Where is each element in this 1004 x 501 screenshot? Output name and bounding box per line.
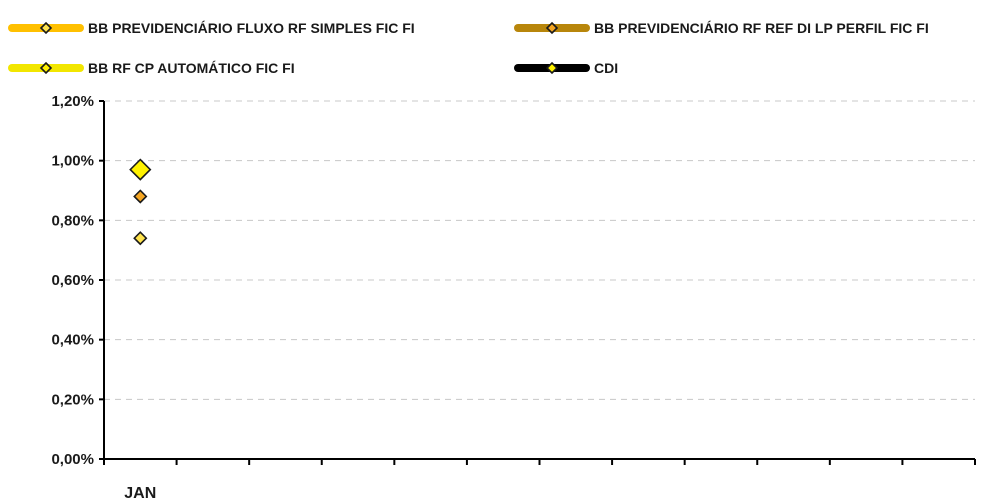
legend-swatch-marker: [39, 21, 53, 35]
y-tick-label: 0,40%: [51, 332, 94, 349]
y-tick-label: 1,00%: [51, 153, 94, 170]
series-layer: [129, 158, 152, 246]
data-point-marker: [133, 189, 148, 204]
legend-label: BB RF CP AUTOMÁTICO FIC FI: [88, 60, 295, 76]
legend-item: BB PREVIDENCIÁRIO FLUXO RF SIMPLES FIC F…: [8, 20, 415, 36]
legend-label: BB PREVIDENCIÁRIO RF REF DI LP PERFIL FI…: [594, 20, 929, 36]
legend-label: CDI: [594, 60, 618, 76]
y-tick-label: 0,60%: [51, 272, 94, 289]
gridlines: [104, 100, 975, 400]
x-tick-label: JAN: [124, 485, 156, 501]
legend-swatch-marker: [39, 61, 53, 75]
data-point-marker: [133, 231, 148, 246]
legend-item: BB PREVIDENCIÁRIO RF REF DI LP PERFIL FI…: [514, 20, 929, 36]
legend-label: BB PREVIDENCIÁRIO FLUXO RF SIMPLES FIC F…: [88, 20, 415, 36]
y-tick-label: 0,00%: [51, 451, 94, 468]
data-point-marker: [129, 158, 152, 181]
legend-swatch-marker: [545, 21, 559, 35]
x-axis-ticks: JAN: [103, 459, 976, 501]
legend: BB PREVIDENCIÁRIO FLUXO RF SIMPLES FIC F…: [8, 20, 929, 76]
legend-item: BB RF CP AUTOMÁTICO FIC FI: [8, 60, 295, 76]
y-axis-ticks: 0,00% 0,20% 0,40% 0,60% 0,80% 1,00% 1,20%: [51, 93, 104, 468]
y-tick-label: 0,20%: [51, 391, 94, 408]
y-tick-label: 1,20%: [51, 93, 94, 110]
legend-item: CDI: [514, 60, 618, 76]
legend-swatch-marker: [545, 61, 559, 75]
y-tick-label: 0,80%: [51, 212, 94, 229]
